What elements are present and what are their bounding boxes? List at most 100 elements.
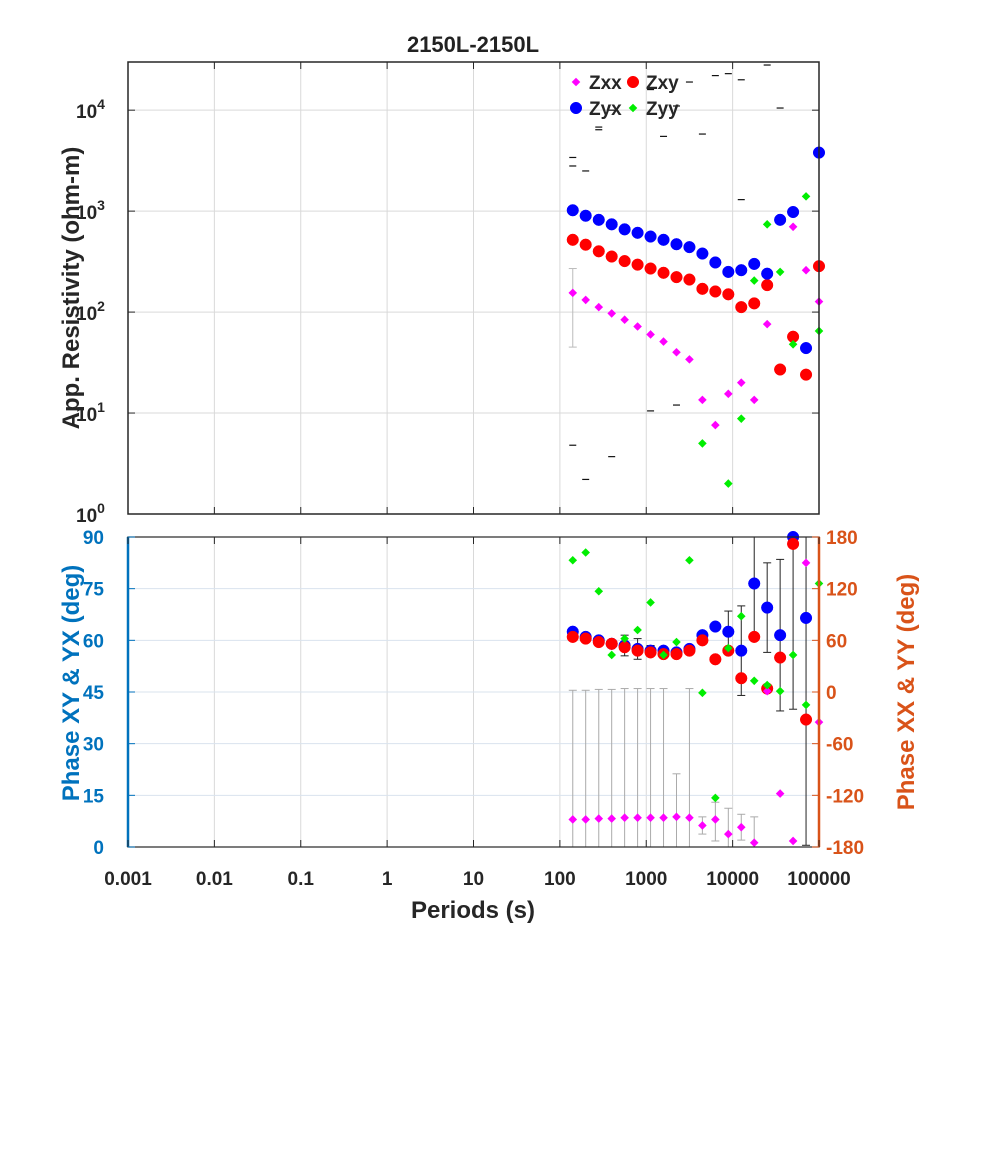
- phase-point-zxx: [672, 812, 681, 822]
- phase-right-y-tick-label: 180: [826, 528, 858, 549]
- resistivity-point-zyx: [787, 205, 800, 219]
- phase-point-zxy: [631, 644, 644, 657]
- resistivity-point-zxy: [566, 233, 579, 246]
- phase-point-zxy: [748, 630, 761, 643]
- resistivity-y-tick-label: 104: [76, 96, 105, 123]
- resistivity-point-zyy: [698, 439, 707, 448]
- legend-label-zyx: Zyx: [589, 99, 622, 120]
- phase-point-zxx: [607, 814, 616, 823]
- phase-point-zxx: [594, 814, 604, 823]
- resistivity-y-tick-label: 103: [76, 197, 105, 224]
- resistivity-point-zxx: [607, 309, 616, 318]
- phase-point-zxx: [581, 815, 590, 824]
- resistivity-y-axis: 100 101 102 103 104: [76, 62, 820, 527]
- resistivity-point-zyx: [683, 241, 696, 254]
- resistivity-point-zxy: [774, 363, 787, 376]
- phase-point-zxy: [787, 537, 800, 550]
- resistivity-point-zxx: [801, 265, 811, 275]
- phase-point-zyy: [762, 680, 772, 690]
- phase-axes: 0.001 0.01 0.1 1 10 100 1000 10000 100000 0 15 30 45…: [83, 528, 864, 890]
- phase-point-zxy: [605, 637, 618, 650]
- resistivity-point-zxx: [762, 319, 772, 329]
- x-tick-label: 10000: [706, 869, 759, 890]
- phase-left-y-tick-label: 30: [83, 735, 104, 756]
- resistivity-error-bars: [568, 64, 784, 481]
- resistivity-point-zxy: [631, 258, 644, 271]
- phase-point-zxx: [711, 815, 720, 824]
- resistivity-point-zyx: [657, 233, 670, 246]
- phase-left-y-tick-label: 60: [83, 631, 104, 652]
- x-tick-label: 10: [463, 869, 484, 890]
- phase-right-axis-label: Phase XX & YY (deg): [893, 574, 920, 811]
- resistivity-point-zyy: [762, 220, 772, 229]
- resistivity-point-zxy: [799, 368, 813, 381]
- phase-point-zyy: [594, 586, 604, 596]
- x-tick-label: 0.01: [196, 869, 233, 890]
- phase-point-zyy: [672, 637, 681, 647]
- phase-point-zyy: [581, 548, 590, 557]
- resistivity-point-zyy: [749, 276, 759, 285]
- phase-right-y-tick-label: -180: [826, 838, 864, 859]
- phase-point-zyy: [685, 555, 694, 565]
- legend-label-zyy: Zyy: [646, 99, 679, 120]
- resistivity-point-zyx: [774, 213, 787, 226]
- resistivity-point-zxy: [722, 288, 735, 301]
- phase-point-zyy: [775, 686, 785, 696]
- phase-point-zxy: [696, 634, 709, 647]
- phase-point-zxx: [736, 822, 746, 832]
- resistivity-point-zxx: [672, 347, 681, 357]
- phase-point-zyx: [774, 629, 787, 642]
- phase-point-zxy: [683, 644, 696, 657]
- phase-point-zxx: [788, 836, 798, 846]
- resistivity-point-zxy: [670, 271, 683, 284]
- phase-right-y-tick-label: 120: [826, 580, 858, 601]
- resistivity-point-zxx: [685, 355, 694, 364]
- legend-marker-zyx: [569, 101, 583, 115]
- x-tick-label: 100: [544, 869, 576, 890]
- resistivity-point-zxx: [581, 295, 590, 305]
- phase-point-zxx: [646, 813, 655, 823]
- phase-point-zxx: [685, 813, 694, 823]
- legend-marker-zxx: [571, 77, 581, 87]
- resistivity-point-zyx: [696, 247, 709, 260]
- phase-point-zyy: [568, 555, 578, 565]
- phase-right-y-tick-label: -60: [826, 735, 853, 756]
- resistivity-point-zyy: [801, 192, 811, 201]
- phase-point-zxy: [774, 651, 787, 664]
- x-tick-label: 0.001: [104, 869, 152, 890]
- resistivity-point-zyy: [788, 339, 798, 349]
- phase-point-zyy: [749, 676, 759, 686]
- legend-label-zxx: Zxx: [589, 73, 622, 94]
- phase-points: [566, 530, 824, 847]
- resistivity-point-zxy: [644, 262, 657, 275]
- resistivity-point-zyy: [736, 414, 746, 423]
- resistivity-point-zxy: [657, 266, 670, 279]
- resistivity-point-zxy: [748, 297, 761, 310]
- phase-point-zxy: [670, 648, 683, 661]
- resistivity-point-zxy: [592, 245, 605, 258]
- resistivity-point-zxy: [579, 238, 592, 251]
- phase-point-zyy: [633, 625, 642, 635]
- x-axis-label: Periods (s): [411, 897, 535, 924]
- resistivity-point-zxx: [659, 337, 668, 346]
- phase-point-zxy: [579, 632, 592, 645]
- resistivity-point-zyx: [566, 204, 579, 217]
- legend-marker-zyy: [628, 103, 638, 113]
- phase-point-zxx: [749, 838, 759, 847]
- phase-point-zyy: [801, 700, 811, 710]
- legend-marker-zxy: [626, 75, 640, 89]
- resistivity-point-zyx: [748, 257, 761, 270]
- phase-point-zxx: [568, 815, 578, 824]
- phase-left-y-tick-label: 90: [83, 528, 104, 549]
- resistivity-y-tick-label: 101: [76, 399, 105, 426]
- resistivity-point-zxx: [646, 330, 655, 339]
- resistivity-point-zyx: [592, 213, 605, 226]
- phase-point-zxy: [592, 636, 605, 649]
- legend-label-zxy: Zxy: [646, 73, 679, 94]
- phase-point-zyy: [711, 793, 720, 803]
- resistivity-point-zxx: [788, 222, 798, 232]
- resistivity-point-zxx: [594, 302, 604, 312]
- phase-point-zxx: [620, 813, 629, 823]
- resistivity-panel: 100 101 102 103 104 App. Resistivity (ohm-m)…: [58, 61, 826, 527]
